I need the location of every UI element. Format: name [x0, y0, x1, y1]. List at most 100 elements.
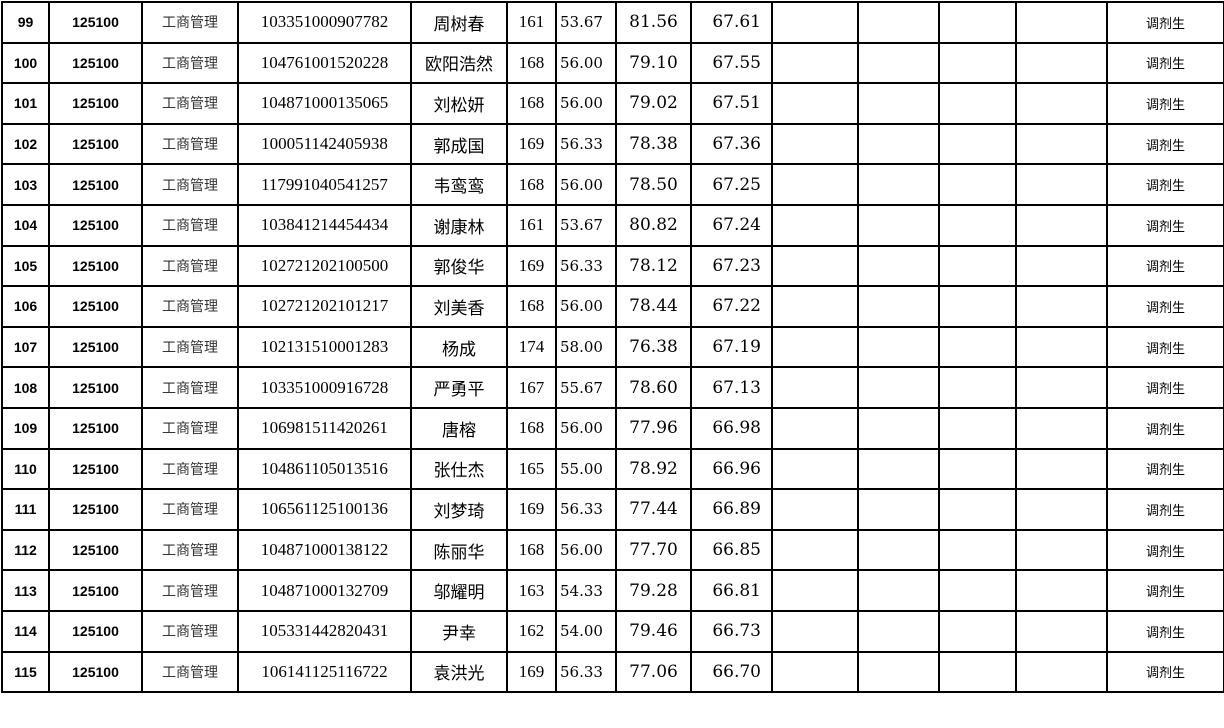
empty-cell: [1015, 122, 1108, 166]
empty-cell: [1015, 163, 1108, 206]
final-score: 67.23: [690, 244, 773, 288]
candidate-name: 郭成国: [410, 122, 508, 166]
candidate-id: 105331442820431: [237, 609, 412, 653]
major-name: 工商管理: [141, 244, 239, 288]
table-row: 105 125100 工商管理 102721202100500 郭俊华 169 56.33 7…: [1, 244, 1224, 288]
empty-cell: [857, 244, 940, 288]
row-number: 104: [1, 203, 50, 247]
major-name: 工商管理: [141, 203, 239, 247]
row-number: 100: [1, 41, 50, 85]
empty-cell: [771, 650, 859, 694]
empty-cell: [771, 569, 859, 612]
empty-cell: [771, 609, 859, 653]
interview-score: 78.12: [615, 244, 692, 288]
row-number: 114: [1, 609, 50, 653]
weighted-written-score: 56.33: [555, 244, 617, 288]
table-row: 102 125100 工商管理 100051142405938 郭成国 169 56.33 7…: [1, 122, 1224, 166]
candidate-name: 严勇平: [410, 366, 508, 409]
final-score: 66.89: [690, 488, 773, 531]
total-score: 169: [506, 650, 557, 694]
total-score: 167: [506, 366, 557, 409]
candidate-name: 袁洪光: [410, 650, 508, 694]
empty-cell: [857, 122, 940, 166]
interview-score: 79.46: [615, 609, 692, 653]
empty-cell: [857, 569, 940, 612]
remark: 调剂生: [1106, 41, 1224, 85]
total-score: 168: [506, 82, 557, 125]
empty-cell: [938, 285, 1017, 328]
remark: 调剂生: [1106, 569, 1224, 612]
empty-cell: [771, 203, 859, 247]
weighted-written-score: 56.33: [555, 650, 617, 694]
total-score: 168: [506, 406, 557, 450]
weighted-written-score: 53.67: [555, 203, 617, 247]
interview-score: 78.60: [615, 366, 692, 409]
empty-cell: [938, 325, 1017, 369]
final-score: 67.24: [690, 203, 773, 247]
major-code: 125100: [48, 1, 143, 44]
empty-cell: [938, 569, 1017, 612]
remark: 调剂生: [1106, 609, 1224, 653]
candidate-id: 104871000132709: [237, 569, 412, 612]
empty-cell: [938, 82, 1017, 125]
empty-cell: [857, 41, 940, 85]
final-score: 66.98: [690, 406, 773, 450]
major-name: 工商管理: [141, 325, 239, 369]
major-code: 125100: [48, 122, 143, 166]
final-score: 66.85: [690, 528, 773, 572]
results-table: 99 125100 工商管理 103351000907782 周树春 161 53.67 81…: [1, 1, 1224, 694]
candidate-name: 刘美香: [410, 285, 508, 328]
candidate-name: 张仕杰: [410, 447, 508, 491]
total-score: 169: [506, 122, 557, 166]
empty-cell: [938, 122, 1017, 166]
candidate-id: 117991040541257: [237, 163, 412, 206]
candidate-name: 刘梦琦: [410, 488, 508, 531]
major-name: 工商管理: [141, 285, 239, 328]
empty-cell: [771, 163, 859, 206]
table-row: 101 125100 工商管理 104871000135065 刘松妍 168 56.00 7…: [1, 82, 1224, 125]
candidate-name: 杨成: [410, 325, 508, 369]
total-score: 168: [506, 285, 557, 328]
table-row: 111 125100 工商管理 106561125100136 刘梦琦 169 56.33 7…: [1, 488, 1224, 531]
empty-cell: [771, 488, 859, 531]
candidate-id: 100051142405938: [237, 122, 412, 166]
empty-cell: [857, 163, 940, 206]
empty-cell: [857, 406, 940, 450]
total-score: 168: [506, 41, 557, 85]
total-score: 169: [506, 488, 557, 531]
remark: 调剂生: [1106, 203, 1224, 247]
candidate-id: 102721202100500: [237, 244, 412, 288]
table-row: 106 125100 工商管理 102721202101217 刘美香 168 56.00 7…: [1, 285, 1224, 328]
empty-cell: [771, 285, 859, 328]
major-name: 工商管理: [141, 650, 239, 694]
candidate-id: 103841214454434: [237, 203, 412, 247]
table-row: 114 125100 工商管理 105331442820431 尹幸 162 54.00 79…: [1, 609, 1224, 653]
empty-cell: [771, 122, 859, 166]
table-row: 112 125100 工商管理 104871000138122 陈丽华 168 56.00 7…: [1, 528, 1224, 572]
major-code: 125100: [48, 244, 143, 288]
empty-cell: [771, 325, 859, 369]
table-row: 99 125100 工商管理 103351000907782 周树春 161 53.67 81…: [1, 1, 1224, 44]
empty-cell: [771, 82, 859, 125]
final-score: 67.22: [690, 285, 773, 328]
final-score: 66.96: [690, 447, 773, 491]
major-code: 125100: [48, 650, 143, 694]
empty-cell: [857, 82, 940, 125]
major-code: 125100: [48, 366, 143, 409]
candidate-name: 周树春: [410, 1, 508, 44]
remark: 调剂生: [1106, 1, 1224, 44]
weighted-written-score: 53.67: [555, 1, 617, 44]
table-row: 109 125100 工商管理 106981511420261 唐榕 168 56.00 77…: [1, 406, 1224, 450]
major-name: 工商管理: [141, 1, 239, 44]
empty-cell: [938, 488, 1017, 531]
total-score: 163: [506, 569, 557, 612]
candidate-id: 103351000916728: [237, 366, 412, 409]
major-name: 工商管理: [141, 366, 239, 409]
row-number: 111: [1, 488, 50, 531]
row-number: 113: [1, 569, 50, 612]
weighted-written-score: 56.33: [555, 488, 617, 531]
empty-cell: [1015, 569, 1108, 612]
empty-cell: [857, 366, 940, 409]
major-code: 125100: [48, 163, 143, 206]
major-name: 工商管理: [141, 406, 239, 450]
